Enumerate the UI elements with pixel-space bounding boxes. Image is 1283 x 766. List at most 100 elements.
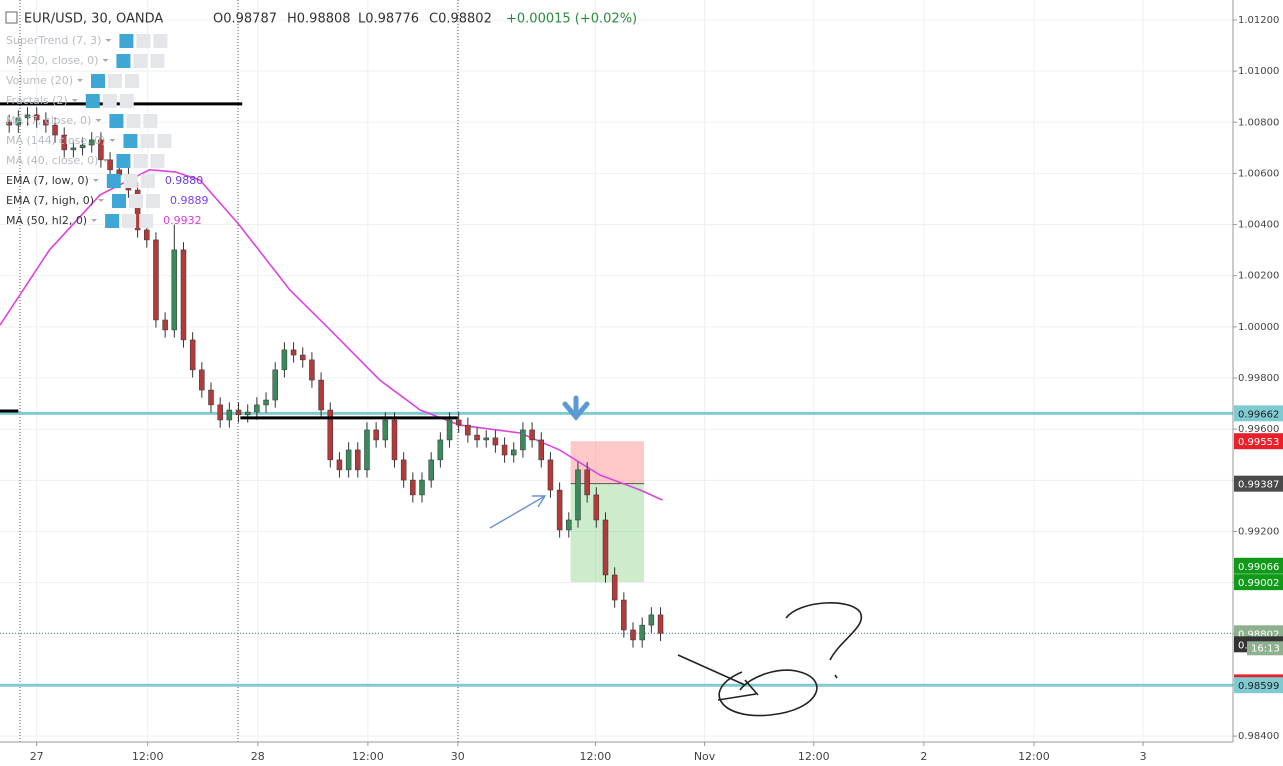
candle-body xyxy=(639,624,645,641)
indicator-visibility[interactable] xyxy=(119,34,134,48)
candle-body xyxy=(483,437,489,441)
candle-body xyxy=(43,119,49,126)
candle-body xyxy=(575,469,581,521)
indicator-button[interactable] xyxy=(126,114,141,128)
indicator-menu xyxy=(77,79,83,82)
candle-body xyxy=(630,629,636,641)
indicator-visibility[interactable] xyxy=(123,134,138,148)
candle-body xyxy=(648,614,655,626)
indicator-visibility[interactable] xyxy=(106,174,121,188)
candle-body xyxy=(217,404,223,421)
price-label: 0.99387 xyxy=(1238,480,1279,491)
indicator-visibility[interactable] xyxy=(112,194,127,208)
hand-arrow xyxy=(677,654,746,686)
indicator-name: MA (7, close, 0) xyxy=(6,114,91,127)
x-tick-label: 12:00 xyxy=(580,750,612,763)
indicator-button[interactable] xyxy=(122,214,137,228)
candle-body xyxy=(529,429,535,441)
x-tick-label: 28 xyxy=(251,750,265,763)
candle-body xyxy=(263,399,269,406)
candle-body xyxy=(593,494,600,521)
indicator-button[interactable] xyxy=(153,34,168,48)
candle-body xyxy=(446,419,453,441)
indicator-button[interactable] xyxy=(157,134,172,148)
ohlc-close: C0.98802 xyxy=(429,12,492,27)
countdown-box xyxy=(1247,641,1283,656)
indicator-button[interactable] xyxy=(125,74,139,88)
indicator-menu xyxy=(109,139,116,142)
indicator-name: EMA (7, low, 0) xyxy=(6,174,89,187)
indicator-button[interactable] xyxy=(129,194,144,208)
price-label: 0.99662 xyxy=(1238,409,1279,420)
indicator-visibility[interactable] xyxy=(116,154,131,168)
candle-body xyxy=(61,134,67,151)
x-tick-label: 2 xyxy=(920,750,927,763)
hand-question-dot xyxy=(834,674,838,679)
indicator-visibility[interactable] xyxy=(91,74,105,88)
candle-body xyxy=(547,459,554,491)
symbol: EUR/USD, 30, OANDA xyxy=(24,12,163,27)
candle-body xyxy=(520,429,526,451)
indicator-button[interactable] xyxy=(119,94,134,108)
collapse-icon[interactable] xyxy=(5,11,18,24)
indicator-name: Volume (20) xyxy=(6,74,73,87)
indicator-value: 0.9880 xyxy=(165,174,204,187)
x-tick-label: 12:00 xyxy=(132,750,164,763)
indicator-button[interactable] xyxy=(146,194,161,208)
indicator-visibility[interactable] xyxy=(116,54,131,68)
legend: EUR/USD, 30, OANDA O0.98787 H0.98808 L0.… xyxy=(5,11,637,228)
indicator-button[interactable] xyxy=(133,54,148,68)
candle-body xyxy=(281,349,288,371)
ohlc-change: +0.00015 (+0.02%) xyxy=(506,12,637,27)
candle-body xyxy=(336,459,343,471)
indicator-menu xyxy=(95,119,102,122)
indicator-visibility[interactable] xyxy=(105,214,120,228)
candle-body xyxy=(364,429,370,471)
indicator-button[interactable] xyxy=(133,154,148,168)
candle-body xyxy=(52,124,58,136)
y-tick-label: 1.00000 xyxy=(1238,322,1279,333)
candle-body xyxy=(98,139,104,161)
indicator-name: SuperTrend (7, 3) xyxy=(6,34,101,47)
indicator-button[interactable] xyxy=(150,154,165,168)
x-tick-label: 12:00 xyxy=(1018,750,1050,763)
indicator-name: MA (50, hl2, 0) xyxy=(6,214,87,227)
indicator-visibility[interactable] xyxy=(109,114,124,128)
indicator-button[interactable] xyxy=(150,54,165,68)
hand-circle xyxy=(718,669,818,717)
candle-body xyxy=(208,389,214,406)
indicator-visibility[interactable] xyxy=(85,94,100,108)
candle-body xyxy=(428,459,434,481)
candle-body xyxy=(657,614,664,634)
indicator-button[interactable] xyxy=(108,74,122,88)
candle-body xyxy=(180,249,187,341)
candle-body xyxy=(15,117,22,126)
indicator-button[interactable] xyxy=(139,214,154,228)
indicator-button[interactable] xyxy=(143,114,158,128)
y-tick-label: 1.00600 xyxy=(1238,168,1279,179)
candle-body xyxy=(511,449,517,456)
x-tick-label: 27 xyxy=(30,750,44,763)
candle-body xyxy=(410,479,416,496)
candle-body xyxy=(309,359,315,381)
price-label-box xyxy=(1234,475,1283,492)
price-label: 0.99066 xyxy=(1238,562,1279,573)
x-tick-label: 3 xyxy=(1140,750,1147,763)
indicator-name: MA (144, close, 0) xyxy=(6,134,105,147)
candle-body xyxy=(189,339,196,371)
y-tick-label: 0.99200 xyxy=(1238,526,1279,537)
drawings xyxy=(489,395,863,717)
candle-body xyxy=(621,599,627,631)
candle-body xyxy=(299,354,306,361)
indicator-button[interactable] xyxy=(102,94,117,108)
indicator-button[interactable] xyxy=(123,174,138,188)
candle-body xyxy=(419,479,425,496)
indicator-button[interactable] xyxy=(140,174,155,188)
price-label: 0.98802 xyxy=(1238,629,1279,640)
candle-body xyxy=(254,404,260,413)
indicator-button[interactable] xyxy=(140,134,155,148)
indicator-button[interactable] xyxy=(136,34,151,48)
candle-body xyxy=(465,424,471,436)
